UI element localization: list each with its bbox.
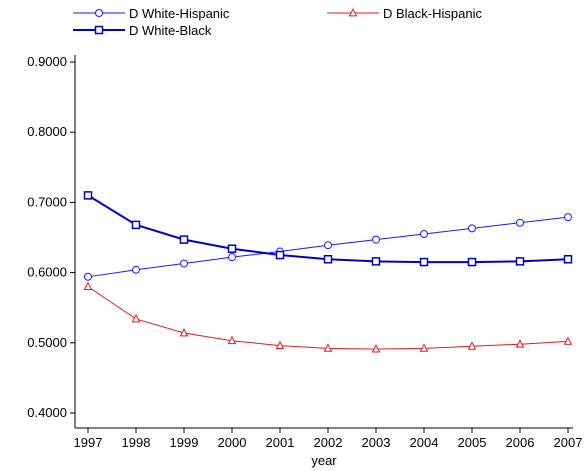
data-point (95, 9, 103, 17)
legend-item: D White-Hispanic (73, 6, 230, 21)
data-point (323, 343, 333, 352)
legend-label: D White-Hispanic (129, 6, 230, 21)
data-point (515, 339, 525, 348)
data-point (348, 8, 358, 17)
x-tick-label: 1997 (74, 435, 103, 450)
data-point (563, 255, 573, 264)
series-square (83, 191, 573, 267)
data-point (84, 272, 92, 281)
data-point (227, 335, 237, 345)
y-tick-label: 0.5000 (27, 335, 67, 350)
legend-item: D Black-Hispanic (327, 6, 482, 21)
data-point (275, 250, 285, 260)
data-point (420, 229, 428, 238)
data-point (468, 224, 476, 233)
data-point (371, 344, 381, 353)
data-point (94, 25, 104, 35)
y-tick-label: 0.7000 (27, 194, 67, 209)
data-point (324, 241, 332, 250)
x-tick-label: 2006 (506, 435, 535, 450)
legend: D White-Hispanic D Black-Hispanic D White-… (73, 6, 482, 38)
x-tick-label: 2004 (410, 435, 439, 450)
data-point (563, 336, 573, 345)
data-point (83, 191, 93, 200)
x-axis-title: year (311, 453, 337, 468)
x-tick-label: 2001 (266, 435, 295, 450)
plot-area (83, 191, 573, 353)
data-point (419, 343, 429, 352)
x-ticks: 1997 1998 1999 2000 2001 2002 2003 2004 2005 2006… (74, 428, 583, 450)
x-tick-label: 2000 (218, 435, 247, 450)
data-point (467, 341, 477, 350)
x-tick-label: 2003 (362, 435, 391, 450)
data-point (131, 313, 141, 323)
data-point (516, 218, 524, 227)
series-triangle (83, 281, 573, 353)
y-tick-label: 0.9000 (27, 54, 67, 69)
y-tick-label: 0.8000 (27, 124, 67, 139)
data-point (131, 220, 141, 230)
x-tick-label: 2002 (314, 435, 343, 450)
data-point (179, 328, 189, 337)
x-tick-label: 1999 (170, 435, 199, 450)
y-tick-label: 0.4000 (27, 405, 67, 420)
data-point (323, 255, 333, 264)
data-point (564, 213, 572, 222)
legend-item: D White-Black (73, 23, 212, 38)
x-tick-label: 2005 (458, 435, 487, 450)
data-point (228, 253, 236, 262)
x-tick-label: 1998 (122, 435, 151, 450)
y-tick-label: 0.6000 (27, 265, 67, 280)
legend-label: D Black-Hispanic (383, 6, 482, 21)
data-point (371, 257, 381, 266)
data-point (467, 257, 477, 267)
data-point (227, 244, 237, 253)
x-tick-label: 2007 (554, 435, 583, 450)
axes (74, 55, 573, 429)
data-point (275, 340, 285, 349)
data-point (515, 257, 525, 266)
data-point (180, 259, 188, 268)
data-point (132, 265, 140, 274)
data-point (372, 235, 380, 244)
series-line (87, 194, 569, 264)
data-point (179, 235, 189, 244)
series-circle (84, 213, 572, 281)
y-ticks: 0.4000 0.5000 0.6000 0.7000 0.8000 0.9000 (27, 54, 75, 420)
legend-label: D White-Black (129, 23, 212, 38)
series-line (87, 286, 569, 350)
data-point (83, 281, 93, 291)
data-point (419, 257, 429, 267)
